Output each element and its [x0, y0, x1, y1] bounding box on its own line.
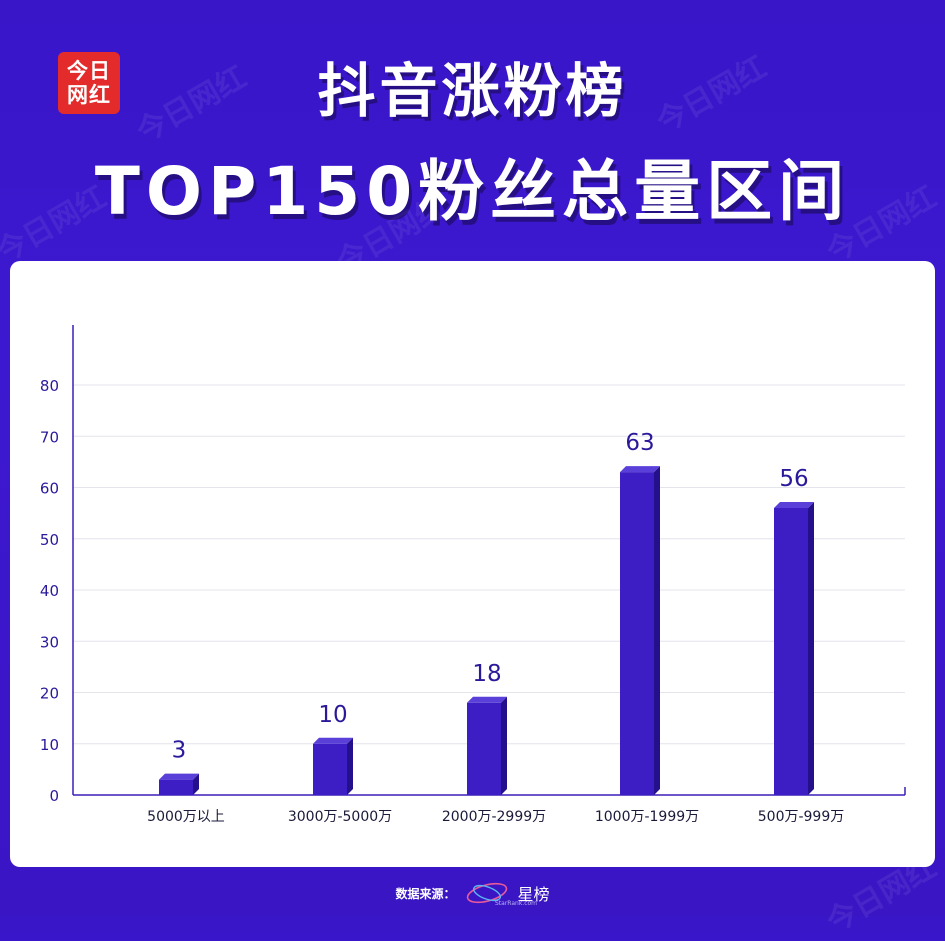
brand-name: 星榜 — [517, 885, 550, 904]
data-label: 18 — [472, 661, 501, 687]
logo-line2: 网红 — [67, 83, 111, 107]
x-tick-label: 500万-999万 — [758, 809, 845, 825]
bar-top — [159, 773, 199, 780]
bar-top — [620, 466, 660, 473]
logo-line1: 今日 — [67, 59, 111, 83]
y-tick-label: 20 — [40, 685, 59, 703]
y-tick-label: 50 — [40, 531, 59, 549]
brand-sub: StarRank.com — [495, 900, 538, 907]
bar-side — [808, 502, 814, 795]
y-tick-label: 10 — [40, 736, 59, 754]
y-tick-label: 60 — [40, 480, 59, 498]
chart-card: 0 10 20 30 40 50 60 70 80 3 5000万以上 10 3000万-5000万 18… — [10, 261, 935, 867]
bar-side — [654, 466, 660, 795]
y-tick-label: 80 — [40, 377, 59, 395]
y-tick-label: 40 — [40, 582, 59, 600]
orbit-logo-icon — [466, 882, 507, 904]
y-tick-label: 0 — [49, 787, 59, 805]
data-label: 63 — [625, 430, 654, 456]
y-tick-label: 30 — [40, 633, 59, 651]
bar — [774, 508, 808, 795]
bar-chart: 0 10 20 30 40 50 60 70 80 3 5000万以上 10 3000万-5000万 18… — [40, 325, 906, 825]
data-label: 10 — [318, 702, 347, 728]
bar-side — [347, 737, 353, 795]
bar-top — [313, 737, 353, 744]
data-label: 3 — [172, 738, 187, 764]
footer: 数据来源： 星榜 StarRank.com — [0, 878, 945, 908]
y-tick-label: 70 — [40, 428, 59, 446]
bar — [620, 472, 654, 795]
bar — [159, 779, 193, 795]
bar-side — [501, 696, 507, 795]
page-title: 抖音涨粉榜 — [317, 57, 628, 125]
x-tick-label: 3000万-5000万 — [288, 809, 392, 825]
bar — [467, 702, 501, 795]
x-tick-label: 5000万以上 — [147, 809, 225, 825]
source-label: 数据来源： — [395, 886, 456, 901]
bar-top — [467, 696, 507, 703]
x-tick-label: 2000万-2999万 — [442, 809, 546, 825]
data-label: 56 — [779, 466, 808, 492]
bar-side — [193, 773, 199, 795]
page-subtitle: TOP150粉丝总量区间 — [94, 153, 851, 230]
x-tick-label: 1000万-1999万 — [595, 809, 699, 825]
brand-logo: 今日 网红 — [58, 52, 120, 114]
bar — [313, 743, 347, 795]
bar-top — [774, 502, 814, 508]
